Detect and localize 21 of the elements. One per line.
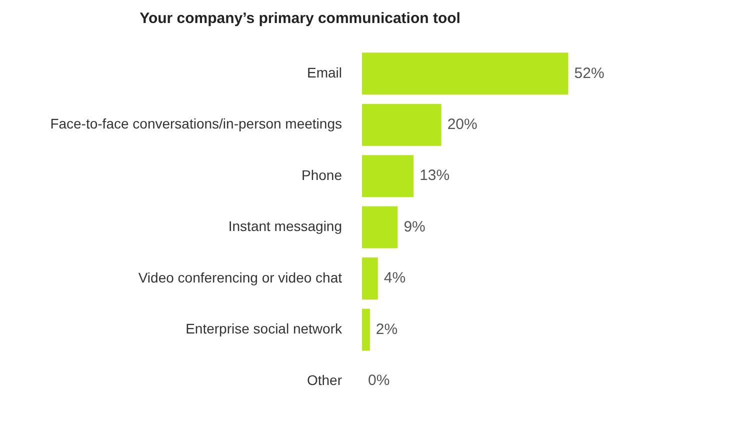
data-label: 2%	[376, 320, 398, 338]
data-label: 9%	[404, 218, 426, 236]
y-tick-label: Instant messaging	[228, 218, 342, 234]
y-tick-label: Face-to-face conversations/in-person meetings	[50, 116, 342, 132]
bar	[362, 308, 370, 351]
data-label: 0%	[368, 372, 390, 390]
y-tick-label: Phone	[302, 166, 342, 183]
data-label: 13%	[420, 167, 450, 184]
y-tick-label: Video conferencing or video chat	[138, 269, 342, 286]
bar	[362, 155, 414, 198]
bar	[362, 206, 398, 248]
data-label: 52%	[574, 64, 604, 82]
chart-title: Your company’s primary communication tool	[140, 10, 460, 28]
data-label: 4%	[384, 270, 406, 287]
y-tick-label: Other	[306, 372, 342, 388]
bar	[362, 258, 378, 300]
bar	[362, 104, 442, 146]
y-tick-label: Email	[306, 64, 342, 80]
data-label: 20%	[447, 116, 478, 133]
y-tick-label: Enterprise social network	[186, 320, 343, 337]
bar	[362, 52, 568, 95]
